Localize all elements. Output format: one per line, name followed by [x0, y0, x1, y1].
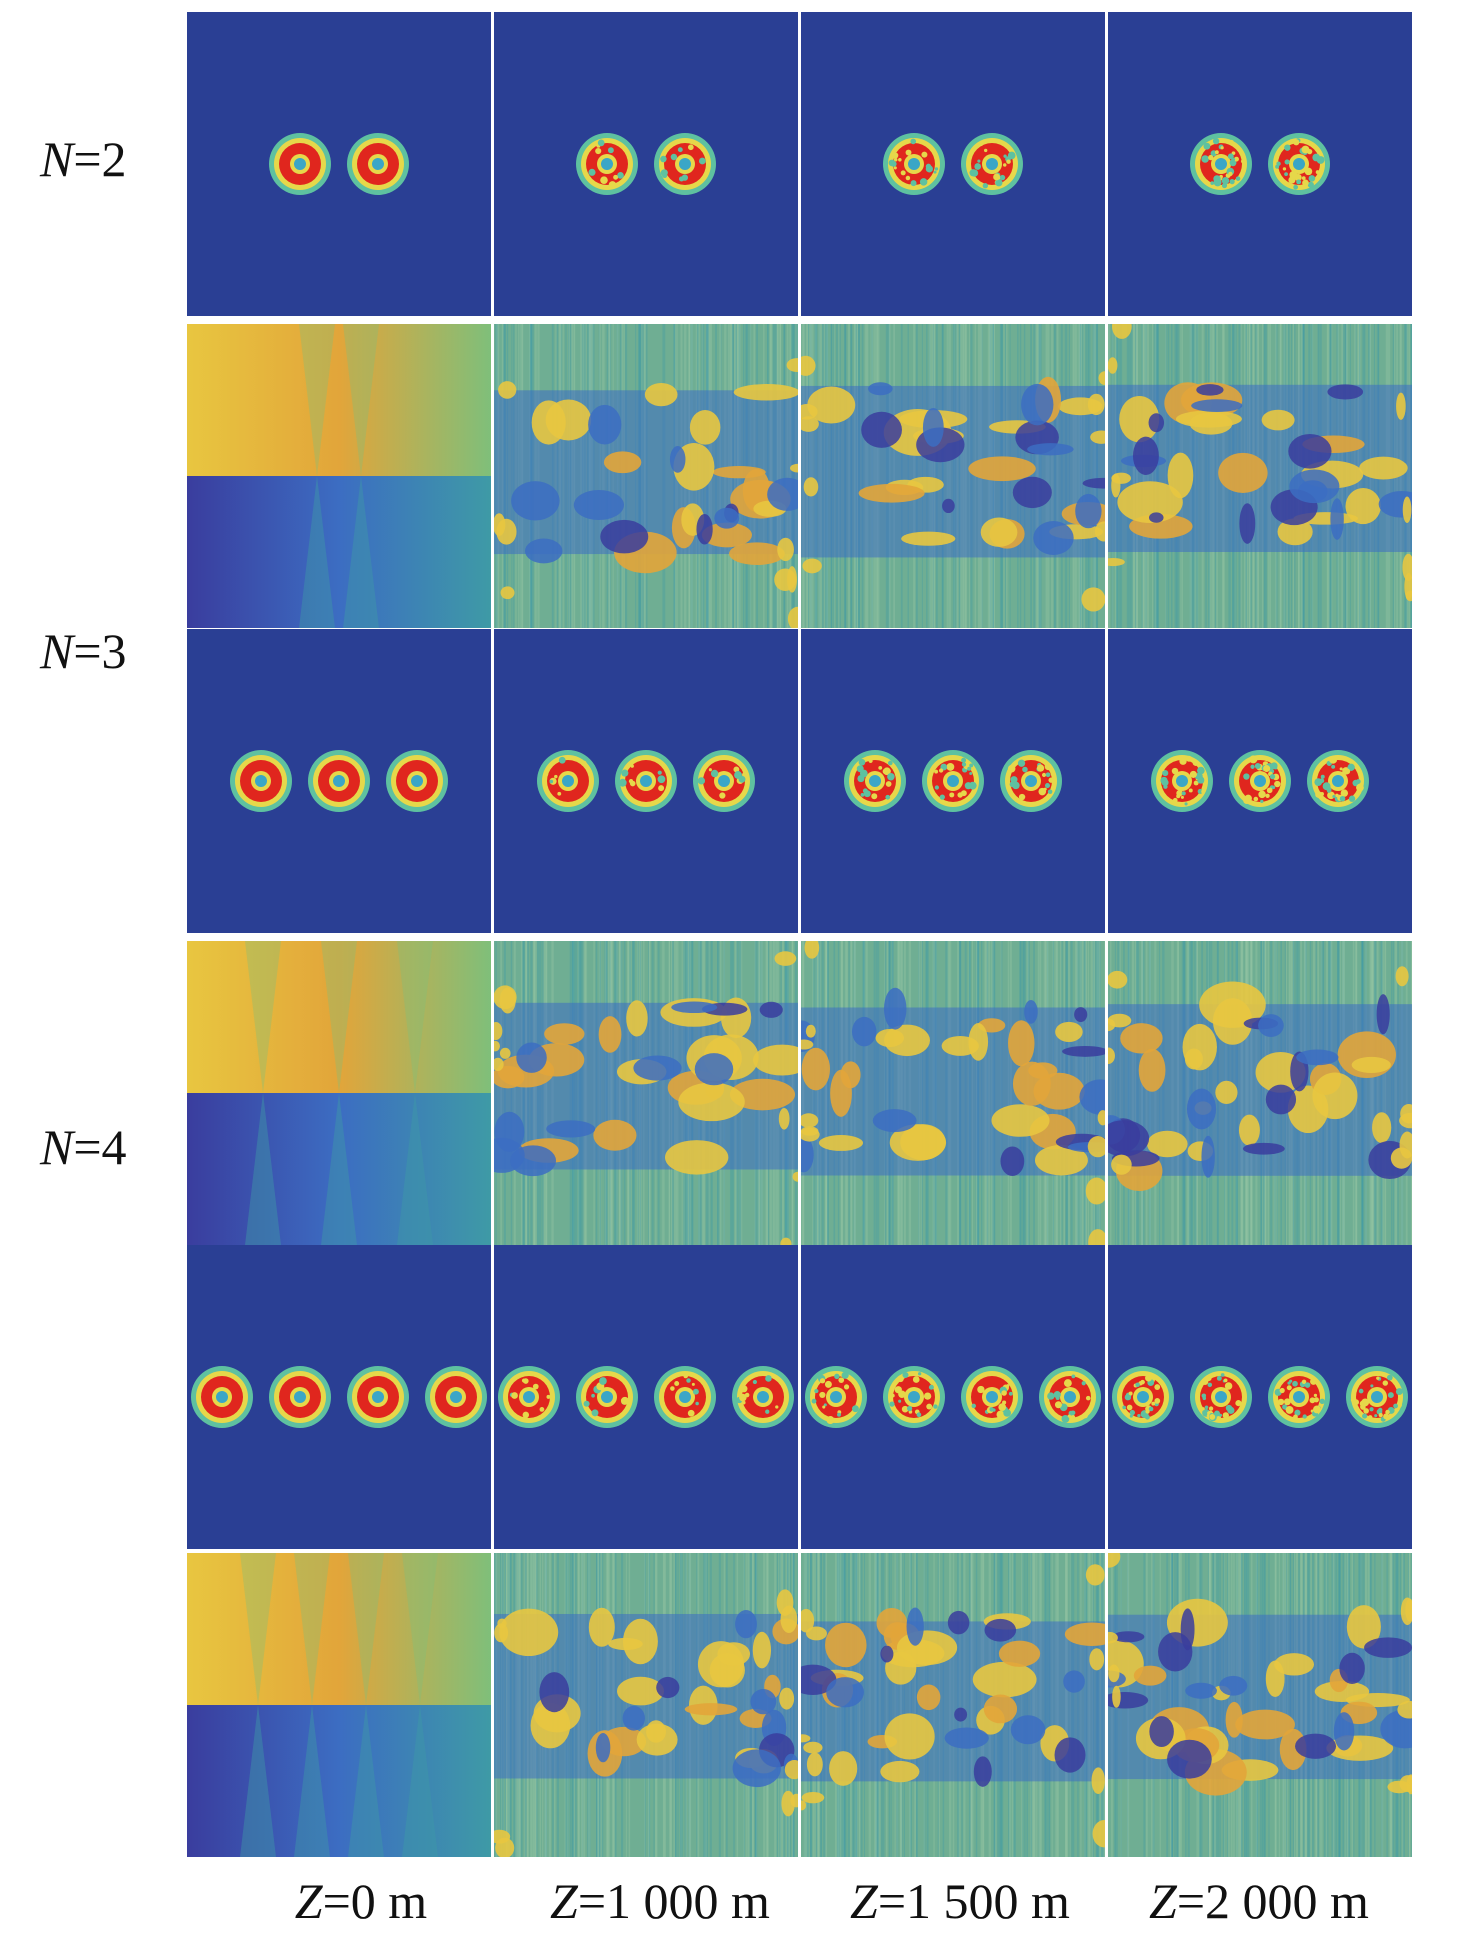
row-label-n3: N=3 [40, 623, 127, 679]
vortex-ring [1000, 750, 1062, 812]
vortex-ring [537, 750, 599, 812]
intensity-panel-n4-z0 [187, 1245, 491, 1549]
phase-panel-n3-z2000 [1108, 941, 1412, 1245]
row-label-n2: N=2 [40, 131, 127, 187]
vortex-ring [576, 133, 638, 195]
intensity-panel-n4-z1500 [801, 1245, 1105, 1549]
intensity-panel-n2-z2000 [1108, 12, 1412, 316]
intensity-panel-n3-z0 [187, 629, 491, 933]
phase-panel-n3-z0 [187, 941, 491, 1245]
col-label-z1000: Z=1 000 m [550, 1873, 770, 1929]
vortex-ring [425, 1366, 487, 1428]
intensity-panel-n3-z1000 [494, 629, 798, 933]
intensity-panel-n3-z2000 [1108, 629, 1412, 933]
vortex-ring [347, 133, 409, 195]
col-label-z2000: Z=2 000 m [1149, 1873, 1369, 1929]
phase-panel-n4-z1000 [494, 1553, 798, 1857]
vortex-ring [883, 1366, 945, 1428]
vortex-ring [732, 1366, 794, 1428]
phase-panel-n3-z1500 [801, 941, 1105, 1245]
vortex-ring [844, 750, 906, 812]
vortex-ring [922, 750, 984, 812]
vortex-ring [805, 1366, 867, 1428]
vortex-ring [1112, 1366, 1174, 1428]
vortex-ring [654, 133, 716, 195]
vortex-ring [230, 750, 292, 812]
vortex-ring [1190, 133, 1252, 195]
intensity-panel-n4-z1000 [494, 1245, 798, 1549]
vortex-ring [347, 1366, 409, 1428]
vortex-ring [269, 133, 331, 195]
vortex-ring [269, 1366, 331, 1428]
phase-panel-n2-z0 [187, 324, 491, 628]
phase-panel-n4-z1500 [801, 1553, 1105, 1857]
vortex-ring [498, 1366, 560, 1428]
vortex-ring [961, 1366, 1023, 1428]
vortex-ring [1268, 133, 1330, 195]
col-label-z1500: Z=1 500 m [850, 1873, 1070, 1929]
intensity-panel-n3-z1500 [801, 629, 1105, 933]
intensity-panel-n4-z2000 [1108, 1245, 1412, 1549]
vortex-ring [1151, 750, 1213, 812]
vortex-ring [191, 1366, 253, 1428]
intensity-panel-n2-z0 [187, 12, 491, 316]
phase-panel-n2-z1000 [494, 324, 798, 628]
intensity-panel-n2-z1500 [801, 12, 1105, 316]
vortex-ring [1229, 750, 1291, 812]
phase-panel-n4-z2000 [1108, 1553, 1412, 1857]
vortex-ring [1190, 1366, 1252, 1428]
phase-panel-n4-z0 [187, 1553, 491, 1857]
vortex-ring [615, 750, 677, 812]
phase-panel-n2-z1500 [801, 324, 1105, 628]
vortex-ring [1346, 1366, 1408, 1428]
vortex-ring [693, 750, 755, 812]
vortex-ring [654, 1366, 716, 1428]
col-label-z0: Z=0 m [294, 1873, 428, 1929]
vortex-ring [961, 133, 1023, 195]
intensity-panel-n2-z1000 [494, 12, 798, 316]
phase-panel-n2-z2000 [1108, 324, 1412, 628]
vortex-ring [308, 750, 370, 812]
vortex-ring [883, 133, 945, 195]
vortex-ring [1268, 1366, 1330, 1428]
phase-panel-n3-z1000 [494, 941, 798, 1245]
row-label-n4: N=4 [40, 1119, 127, 1175]
vortex-ring [1307, 750, 1369, 812]
vortex-ring [1039, 1366, 1101, 1428]
vortex-ring [576, 1366, 638, 1428]
vortex-ring [386, 750, 448, 812]
